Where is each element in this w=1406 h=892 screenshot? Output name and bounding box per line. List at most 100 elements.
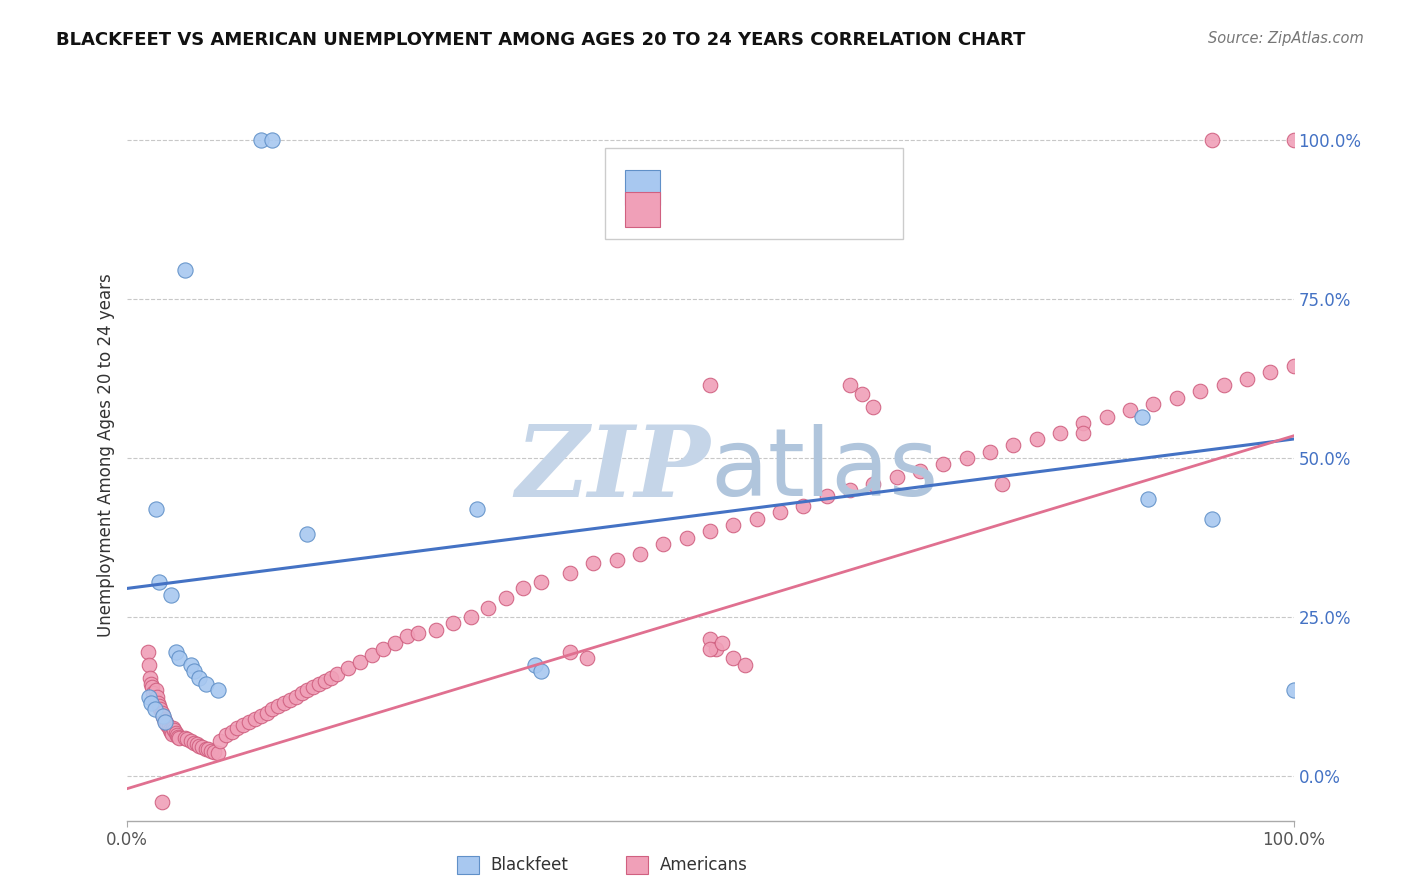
Point: [1166, 391, 1188, 405]
Point: [148, 699, 170, 714]
Point: [297, 527, 319, 541]
Point: [187, 671, 209, 685]
Point: [152, 708, 174, 723]
Point: [606, 553, 628, 567]
Point: [273, 696, 295, 710]
Point: [349, 655, 371, 669]
Point: [256, 706, 278, 720]
Point: [360, 648, 382, 663]
Point: [162, 722, 184, 736]
Point: [699, 378, 721, 392]
Point: [1258, 365, 1281, 379]
Point: [166, 728, 188, 742]
Point: [512, 582, 534, 596]
Point: [558, 566, 581, 580]
Point: [221, 724, 243, 739]
Point: [839, 378, 862, 392]
Point: [143, 702, 166, 716]
Point: [862, 476, 884, 491]
Point: [1282, 133, 1305, 147]
Point: [157, 720, 180, 734]
Point: [167, 730, 190, 744]
Point: [141, 680, 163, 694]
Point: [262, 702, 284, 716]
Point: [146, 696, 169, 710]
Text: 124: 124: [832, 200, 868, 219]
Point: [839, 483, 862, 497]
Text: atlas: atlas: [710, 424, 938, 516]
Point: [146, 690, 169, 704]
Text: N =: N =: [789, 200, 825, 219]
Text: Blackfeet: Blackfeet: [491, 856, 568, 874]
Point: [1073, 425, 1095, 440]
Point: [425, 623, 447, 637]
Point: [314, 673, 336, 688]
Bar: [624, 169, 659, 205]
Point: [152, 708, 174, 723]
Point: [851, 387, 873, 401]
Point: [176, 732, 198, 747]
Point: [174, 263, 197, 277]
Point: [267, 699, 290, 714]
Point: [143, 693, 166, 707]
Point: [232, 718, 254, 732]
Point: [908, 464, 931, 478]
Point: [180, 734, 202, 748]
Point: [138, 657, 160, 672]
Point: [183, 664, 205, 678]
Point: [319, 671, 342, 685]
Point: [441, 616, 464, 631]
Point: [477, 600, 499, 615]
Point: [163, 723, 186, 738]
Point: [745, 511, 768, 525]
Point: [956, 451, 979, 466]
Point: [460, 610, 482, 624]
Point: [710, 635, 733, 649]
Point: [652, 537, 675, 551]
Point: [187, 739, 209, 753]
Point: [769, 505, 792, 519]
Point: [1201, 511, 1223, 525]
Point: [136, 645, 159, 659]
Point: [183, 736, 205, 750]
Point: [180, 657, 202, 672]
Point: [194, 677, 217, 691]
Y-axis label: Unemployment Among Ages 20 to 24 years: Unemployment Among Ages 20 to 24 years: [97, 273, 115, 637]
Point: [723, 517, 745, 532]
Point: [1212, 378, 1234, 392]
Point: [138, 690, 160, 704]
Point: [302, 680, 325, 694]
Point: [226, 722, 249, 736]
Point: [249, 133, 271, 147]
Point: [159, 723, 181, 737]
Point: [862, 401, 884, 415]
Point: [139, 671, 162, 685]
Point: [558, 645, 581, 659]
Point: [290, 686, 312, 700]
Point: [167, 731, 190, 745]
Text: ZIP: ZIP: [515, 421, 710, 517]
Point: [155, 716, 177, 731]
Point: [932, 458, 955, 472]
Point: [150, 795, 173, 809]
Point: [576, 651, 599, 665]
Point: [148, 575, 170, 590]
Point: [238, 714, 260, 729]
Point: [202, 745, 225, 759]
Point: [200, 744, 222, 758]
Point: [530, 664, 553, 678]
Point: [297, 683, 319, 698]
Point: [197, 742, 219, 756]
Bar: [624, 192, 659, 227]
Point: [186, 737, 208, 751]
Point: [523, 657, 546, 672]
Text: BLACKFEET VS AMERICAN UNEMPLOYMENT AMONG AGES 20 TO 24 YEARS CORRELATION CHART: BLACKFEET VS AMERICAN UNEMPLOYMENT AMONG…: [56, 31, 1025, 49]
Point: [194, 741, 217, 756]
Point: [153, 714, 176, 729]
Text: R =: R =: [678, 178, 713, 196]
Text: 26: 26: [832, 178, 862, 196]
Point: [699, 524, 721, 539]
Point: [156, 718, 179, 732]
Point: [1136, 492, 1159, 507]
Point: [465, 502, 488, 516]
